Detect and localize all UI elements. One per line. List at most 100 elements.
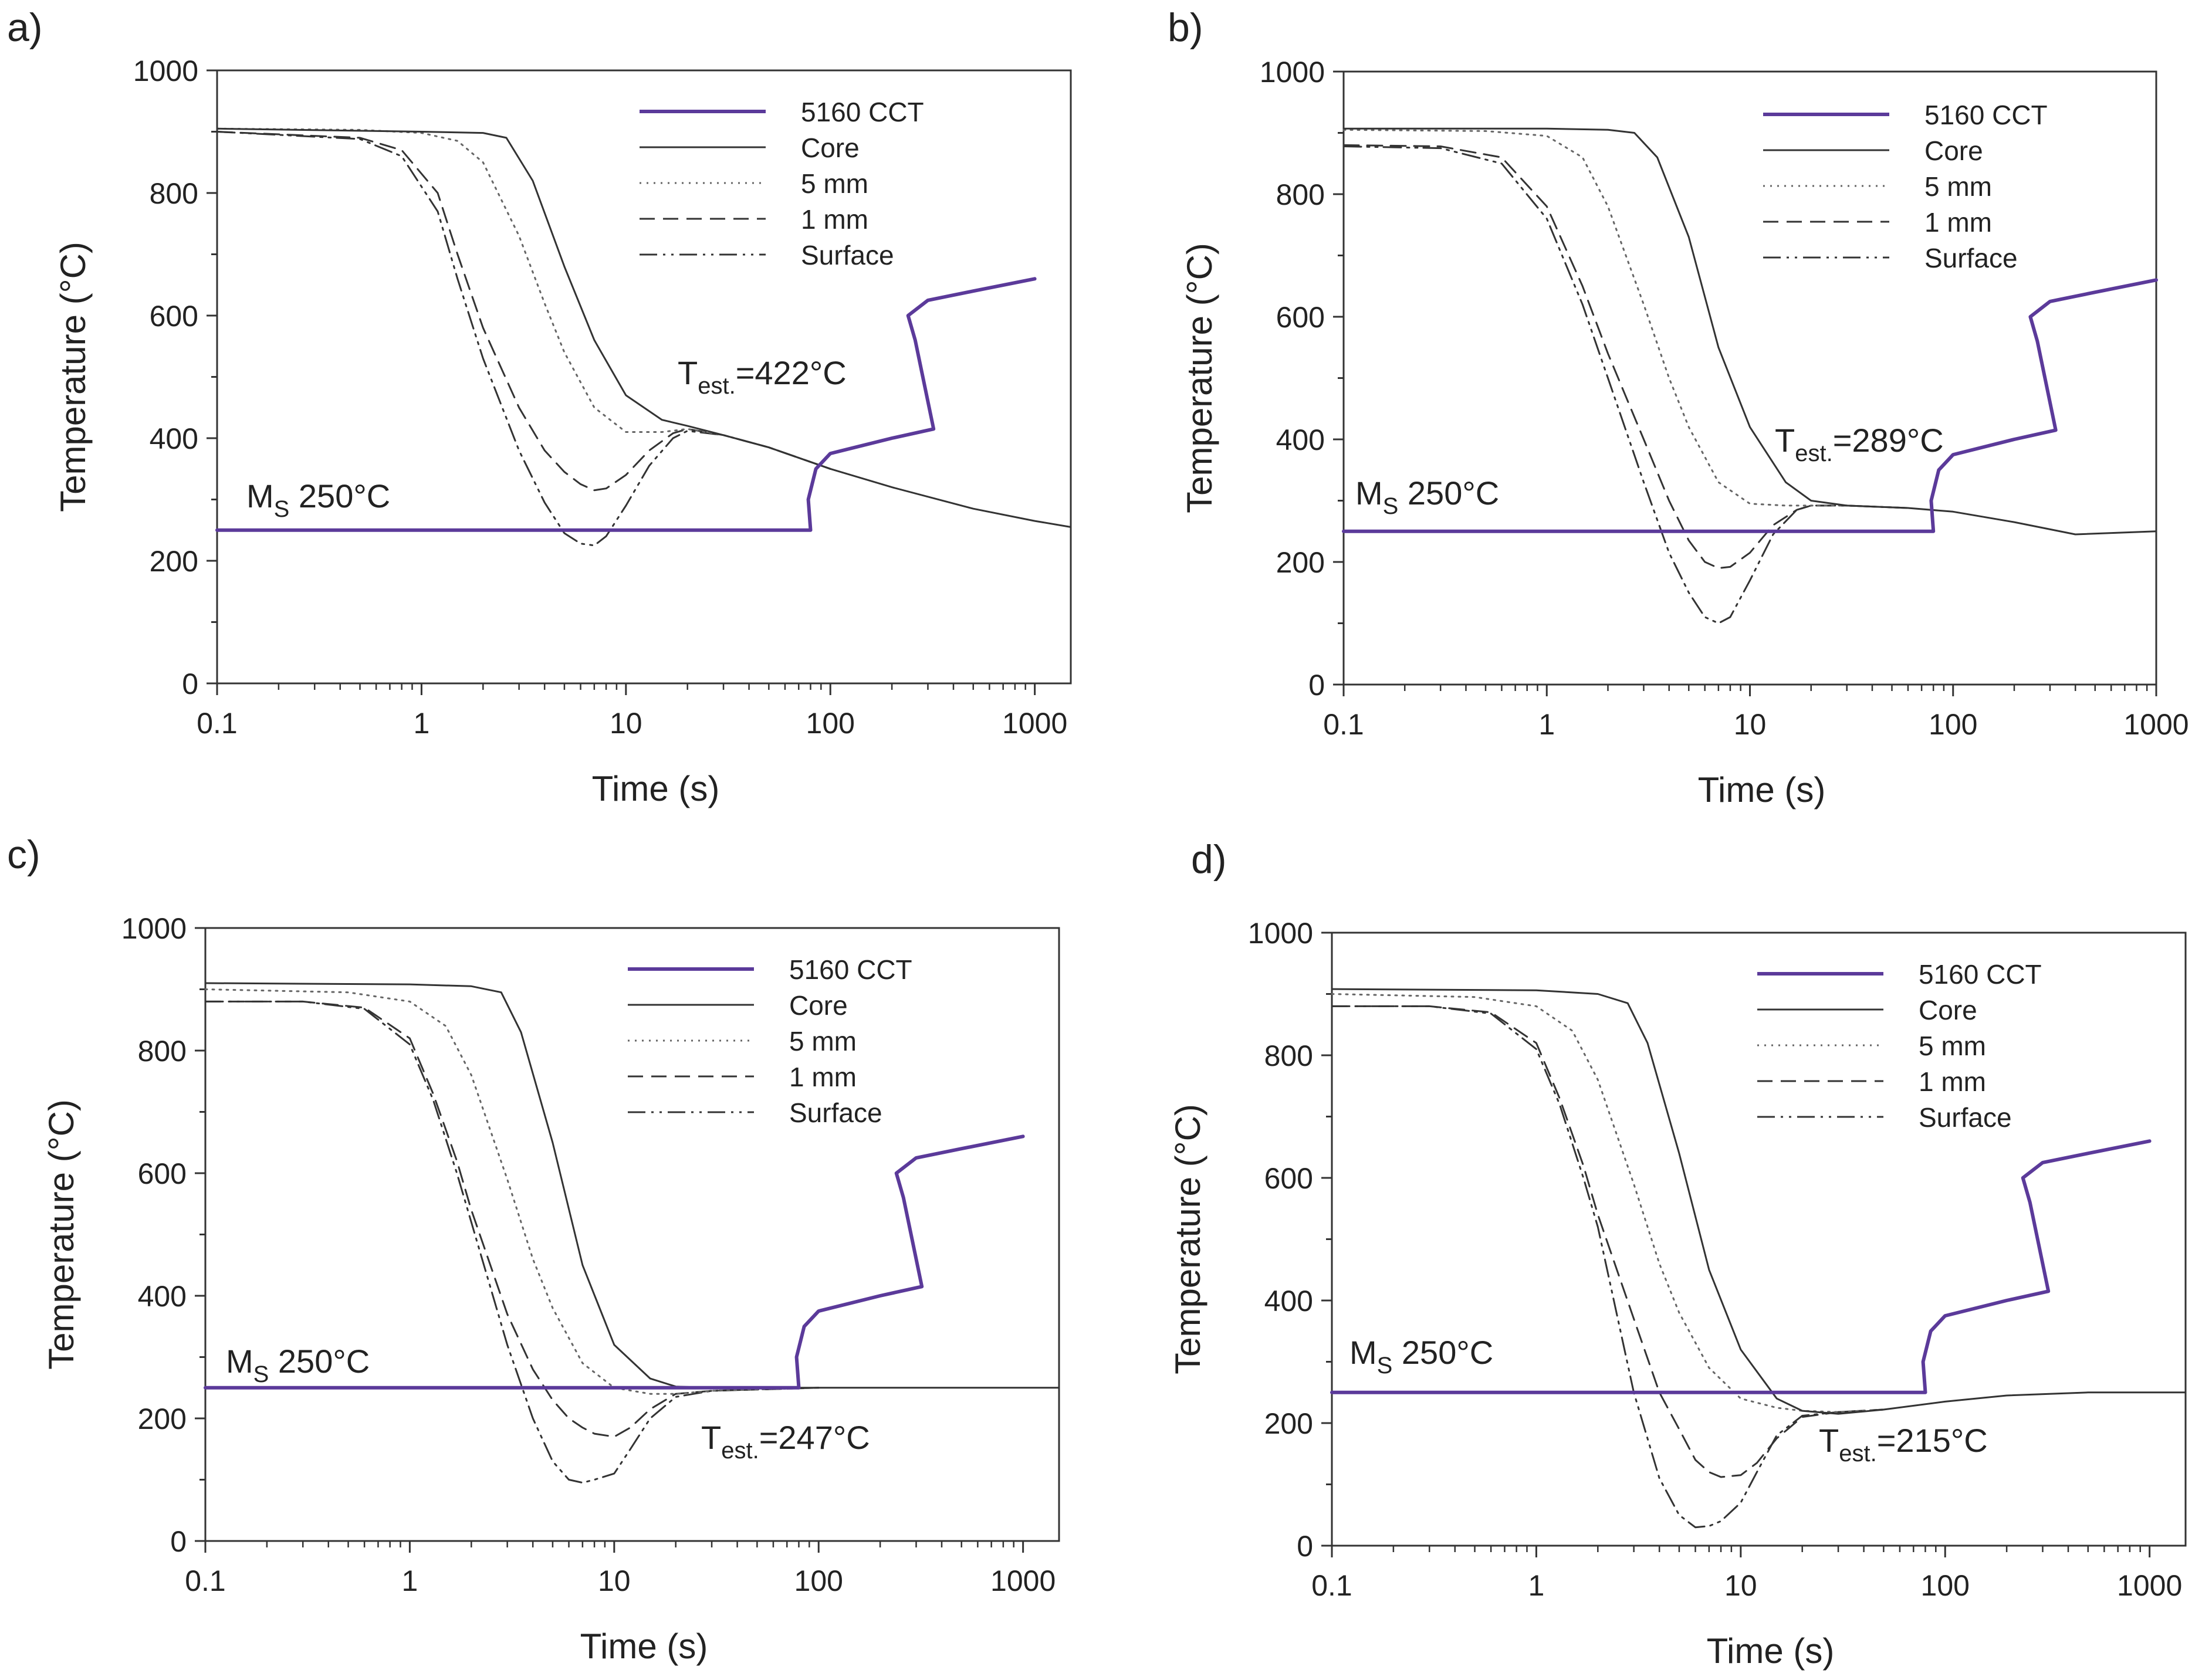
series-line-1-mm: [204, 1000, 820, 1438]
x-tick-label: 10: [598, 1564, 631, 1597]
chart-panel-1: a) 0 200 400 600 800 1000 0.1 1 10 100 1000 Time (s)…: [7, 5, 1072, 808]
y-tick-label: 1000: [121, 912, 187, 945]
y-tick-label: 200: [1276, 546, 1325, 579]
x-tick-label: 1: [414, 707, 430, 740]
panel-label: c): [7, 832, 40, 877]
x-tick-label: 0.1: [197, 707, 238, 740]
y-tick-label: 0: [170, 1525, 187, 1558]
y-tick-label: 800: [1276, 178, 1325, 211]
chart-panel-4: d) 0 200 400 600 800 1000 0.1 1 10 100 1000 Time (s)…: [1168, 837, 2187, 1671]
y-axis-label: Temperature (°C): [1168, 1104, 1207, 1374]
panel-label: a): [7, 5, 42, 50]
y-tick-label: 600: [150, 300, 198, 333]
legend-label: 5160 CCT: [801, 97, 924, 127]
panel-label: d): [1191, 837, 1226, 882]
series-line-surface: [204, 1000, 820, 1484]
series-line-1-mm: [1331, 1005, 1885, 1478]
series-line-5160-cct: [1342, 278, 2158, 533]
series-line-1-mm: [1342, 144, 1909, 569]
x-tick-label: 100: [1929, 708, 1977, 741]
annotation-ms: MS 250°C: [246, 477, 390, 522]
x-tick-label: 10: [610, 707, 642, 740]
x-tick-label: 10: [1734, 708, 1767, 741]
annotation-t-est: Test.=247°C: [701, 1419, 870, 1464]
legend-label: Surface: [789, 1098, 882, 1128]
series-line-surface: [1342, 145, 1909, 624]
x-axis-label: Time (s): [1698, 770, 1826, 809]
legend: 5160 CCT Core 5 mm 1 mm Surface: [1763, 100, 2048, 273]
x-tick-label: 1: [1538, 708, 1555, 741]
annotation-ms: MS 250°C: [1355, 475, 1499, 519]
x-tick-label: 1000: [990, 1564, 1056, 1597]
legend-label: 1 mm: [1919, 1066, 1986, 1097]
x-tick-label: 10: [1724, 1569, 1757, 1602]
series-line-surface: [216, 131, 831, 547]
y-tick-label: 200: [150, 545, 198, 578]
plot-frame: [204, 927, 1060, 1542]
chart-panel-2: b) 0 200 400 600 800 1000 0.1 1 10 100 1000 Time (s)…: [1168, 5, 2189, 809]
series-line-5160-cct: [1330, 1139, 2152, 1394]
x-tick-label: 0.1: [185, 1564, 226, 1597]
y-tick-label: 0: [182, 668, 198, 700]
x-tick-label: 100: [1921, 1569, 1970, 1602]
y-tick-label: 400: [150, 422, 198, 455]
series-line-5-mm: [1342, 128, 1909, 509]
plot-frame: [1342, 70, 2157, 686]
series-line-core: [216, 127, 1072, 528]
legend-label: Core: [801, 133, 860, 163]
x-tick-label: 1000: [2117, 1569, 2182, 1602]
y-tick-label: 800: [1264, 1039, 1313, 1072]
y-tick-label: 1000: [1248, 917, 1313, 950]
x-tick-label: 1000: [1002, 707, 1067, 740]
x-axis-label: Time (s): [592, 769, 720, 808]
series-line-5-mm: [204, 988, 820, 1395]
y-axis-label: Temperature (°C): [42, 1099, 81, 1370]
legend: 5160 CCT Core 5 mm 1 mm Surface: [1757, 959, 2042, 1133]
x-tick-label: 1: [402, 1564, 418, 1597]
x-tick-label: 0.1: [1311, 1569, 1352, 1602]
series-line-5160-cct: [215, 277, 1037, 532]
legend-label: Core: [789, 990, 848, 1021]
legend: 5160 CCT Core 5 mm 1 mm Surface: [640, 97, 924, 270]
legend-label: Core: [1919, 995, 1977, 1025]
annotation-t-est: Test.=215°C: [1819, 1422, 1988, 1466]
legend-label: Surface: [801, 240, 894, 270]
legend-label: Surface: [1919, 1102, 2012, 1133]
x-tick-label: 100: [806, 707, 855, 740]
y-tick-label: 200: [138, 1403, 187, 1435]
series-line-core: [1342, 127, 2157, 536]
y-tick-label: 400: [1264, 1285, 1313, 1317]
legend-label: 5160 CCT: [1919, 959, 2042, 990]
x-tick-label: 0.1: [1323, 708, 1364, 741]
plot-frame: [1331, 932, 2187, 1547]
series-line-core: [1331, 988, 2187, 1415]
annotation-t-est: Test.=289°C: [1775, 422, 1944, 466]
legend-label: Surface: [1924, 243, 2018, 273]
legend-label: Core: [1924, 136, 1983, 166]
chart-panel-3: c) 0 200 400 600 800 1000 0.1 1 10 100 1000 Time (s)…: [7, 832, 1060, 1666]
y-tick-label: 800: [138, 1035, 187, 1068]
series-line-surface: [1331, 1005, 1885, 1529]
panel-label: b): [1168, 5, 1203, 50]
y-tick-label: 0: [1308, 669, 1325, 702]
y-tick-label: 1000: [1260, 56, 1325, 89]
legend: 5160 CCT Core 5 mm 1 mm Surface: [628, 954, 912, 1128]
plot-frame: [216, 69, 1072, 685]
y-tick-label: 600: [1276, 301, 1325, 334]
series-line-5160-cct: [204, 1134, 1025, 1390]
y-tick-label: 0: [1297, 1530, 1313, 1563]
legend-label: 5160 CCT: [1924, 100, 2048, 130]
y-tick-label: 600: [1264, 1162, 1313, 1195]
y-tick-label: 600: [138, 1157, 187, 1190]
legend-label: 1 mm: [1924, 207, 1992, 238]
x-tick-label: 1000: [2123, 708, 2189, 741]
annotation-t-est: Test.=422°C: [678, 354, 847, 399]
series-line-5-mm: [216, 127, 831, 470]
y-tick-label: 800: [150, 177, 198, 210]
y-tick-label: 400: [1276, 424, 1325, 456]
y-tick-label: 400: [138, 1280, 187, 1313]
legend-label: 1 mm: [801, 204, 868, 235]
annotation-ms: MS 250°C: [1349, 1334, 1493, 1378]
y-tick-label: 1000: [133, 55, 198, 87]
